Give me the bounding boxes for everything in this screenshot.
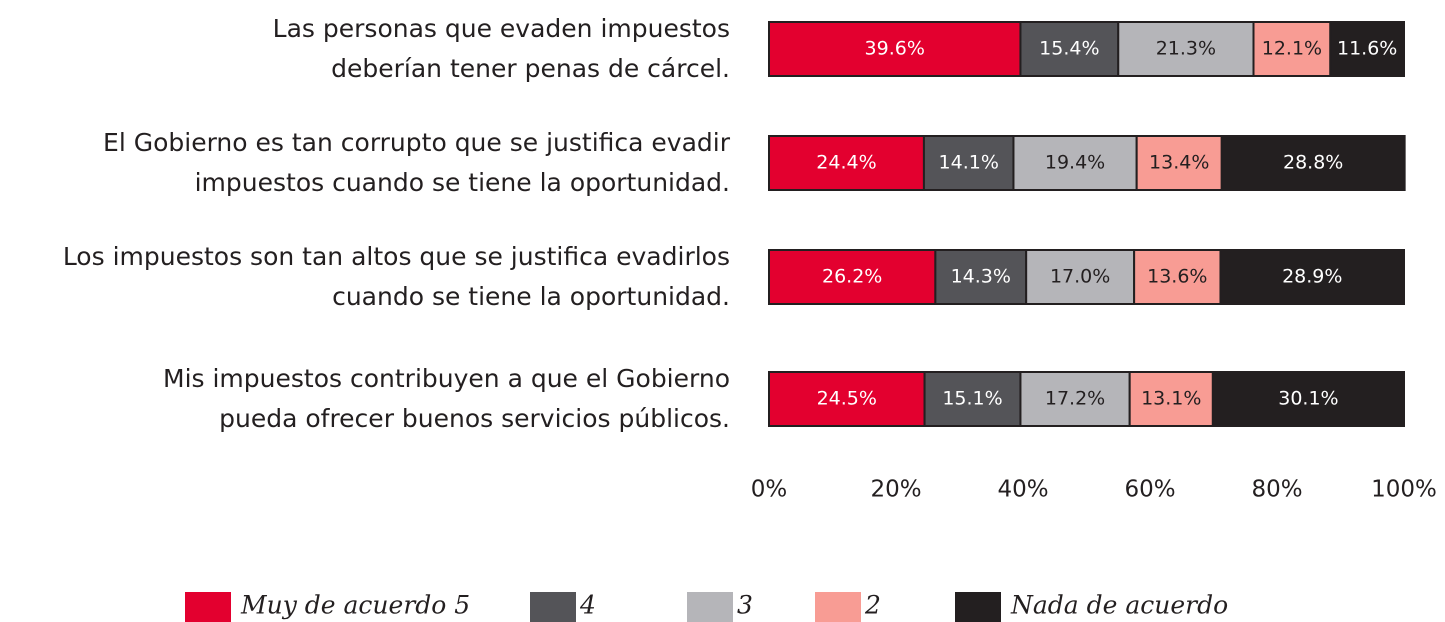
data-label: 11.6% — [1337, 38, 1397, 60]
data-label: 17.2% — [1045, 388, 1105, 410]
category-label: El Gobierno es tan corrupto que se justi… — [103, 128, 731, 157]
bar-segment — [768, 21, 1022, 77]
data-label: 30.1% — [1278, 388, 1338, 410]
legend-swatch — [530, 592, 576, 622]
bar-segment — [768, 135, 925, 191]
data-label: 13.1% — [1141, 388, 1201, 410]
category-label: Los impuestos son tan altos que se justi… — [63, 242, 730, 271]
data-label: 39.6% — [865, 38, 925, 60]
bar-segment — [922, 135, 1015, 191]
category-label: pueda ofrecer buenos servicios públicos. — [219, 404, 730, 433]
x-tick-label: 0% — [751, 477, 788, 503]
data-label: 12.1% — [1262, 38, 1322, 60]
legend-label: Muy de acuerdo 5 — [240, 591, 470, 620]
bar-segment — [1012, 135, 1138, 191]
bar-segment — [1220, 135, 1406, 191]
x-tick-label: 60% — [1124, 477, 1175, 503]
x-tick-label: 40% — [997, 477, 1048, 503]
data-label: 28.8% — [1283, 152, 1343, 174]
bar-segment — [1211, 371, 1405, 427]
bar-segment — [1329, 21, 1405, 77]
legend-swatch — [815, 592, 861, 622]
legend-swatch — [955, 592, 1001, 622]
bar-segment — [1117, 21, 1255, 77]
data-label: 24.4% — [816, 152, 876, 174]
category-label: deberían tener penas de cárcel. — [331, 54, 730, 83]
data-label: 13.4% — [1149, 152, 1209, 174]
bar-segment — [1019, 21, 1120, 77]
legend-label: 4 — [579, 591, 596, 620]
data-label: 17.0% — [1050, 266, 1110, 288]
data-label: 26.2% — [822, 266, 882, 288]
legend-label: 3 — [737, 591, 753, 620]
legend-swatch — [185, 592, 231, 622]
bar-segment — [934, 249, 1028, 305]
data-label: 14.3% — [951, 266, 1011, 288]
legend-swatch — [687, 592, 733, 622]
legend-label: Nada de acuerdo — [1010, 591, 1228, 620]
data-label: 24.5% — [817, 388, 877, 410]
bar-segment — [768, 371, 926, 427]
data-label: 15.1% — [942, 388, 1002, 410]
bar-segment — [1219, 249, 1405, 305]
data-label: 15.4% — [1039, 38, 1099, 60]
bar-segment — [1019, 371, 1131, 427]
x-tick-label: 20% — [870, 477, 921, 503]
data-label: 19.4% — [1045, 152, 1105, 174]
data-label: 13.6% — [1147, 266, 1207, 288]
data-label: 28.9% — [1282, 266, 1342, 288]
x-tick-label: 80% — [1251, 477, 1302, 503]
category-label: cuando se tiene la oportunidad. — [332, 282, 730, 311]
legend-label: 2 — [864, 591, 881, 620]
bar-segment — [923, 371, 1022, 427]
data-label: 21.3% — [1156, 38, 1216, 60]
category-label: Mis impuestos contribuyen a que el Gobie… — [163, 364, 730, 393]
bar-segment — [1128, 371, 1214, 427]
bar-segment — [1135, 135, 1223, 191]
category-label: Las personas que evaden impuestos — [273, 14, 730, 43]
bar-segment — [1133, 249, 1222, 305]
category-label: impuestos cuando se tiene la oportunidad… — [195, 168, 730, 197]
bar-segment — [1025, 249, 1136, 305]
data-label: 14.1% — [939, 152, 999, 174]
x-tick-label: 100% — [1371, 477, 1437, 503]
